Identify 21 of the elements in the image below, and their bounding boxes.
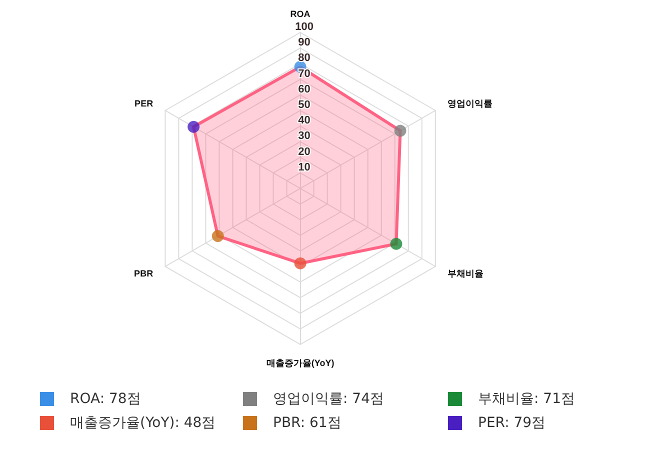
spoke-label: ROA (290, 8, 311, 19)
text: PER: 79점 (478, 414, 546, 432)
text: 부채비율: 71점 (478, 390, 575, 408)
text: 영업이익률: 74점 (273, 390, 384, 408)
y-tick-label: 90 (298, 36, 310, 49)
y-tick-label: 60 (298, 83, 310, 96)
spoke-label: 매출증가율(YoY) (266, 358, 334, 368)
text: ROA: 78점 (70, 390, 141, 408)
spoke-label: PBR (134, 268, 154, 278)
text: PBR: 61점 (273, 414, 342, 432)
spoke-label: PER (134, 98, 154, 108)
y-tick-label: 20 (298, 146, 310, 158)
spoke-label: 부채비율 (448, 268, 484, 278)
y-tick-label: 80 (298, 52, 310, 64)
y-tick-label: 100 (295, 20, 314, 33)
y-tick-label: 10 (298, 161, 310, 174)
text: 매출증가율(YoY): 48점 (70, 414, 216, 432)
y-tick-label: 50 (298, 98, 310, 111)
y-tick-label: 40 (298, 114, 310, 127)
spoke-label: 영업이익률 (448, 98, 493, 108)
y-tick-label: 30 (298, 130, 310, 142)
